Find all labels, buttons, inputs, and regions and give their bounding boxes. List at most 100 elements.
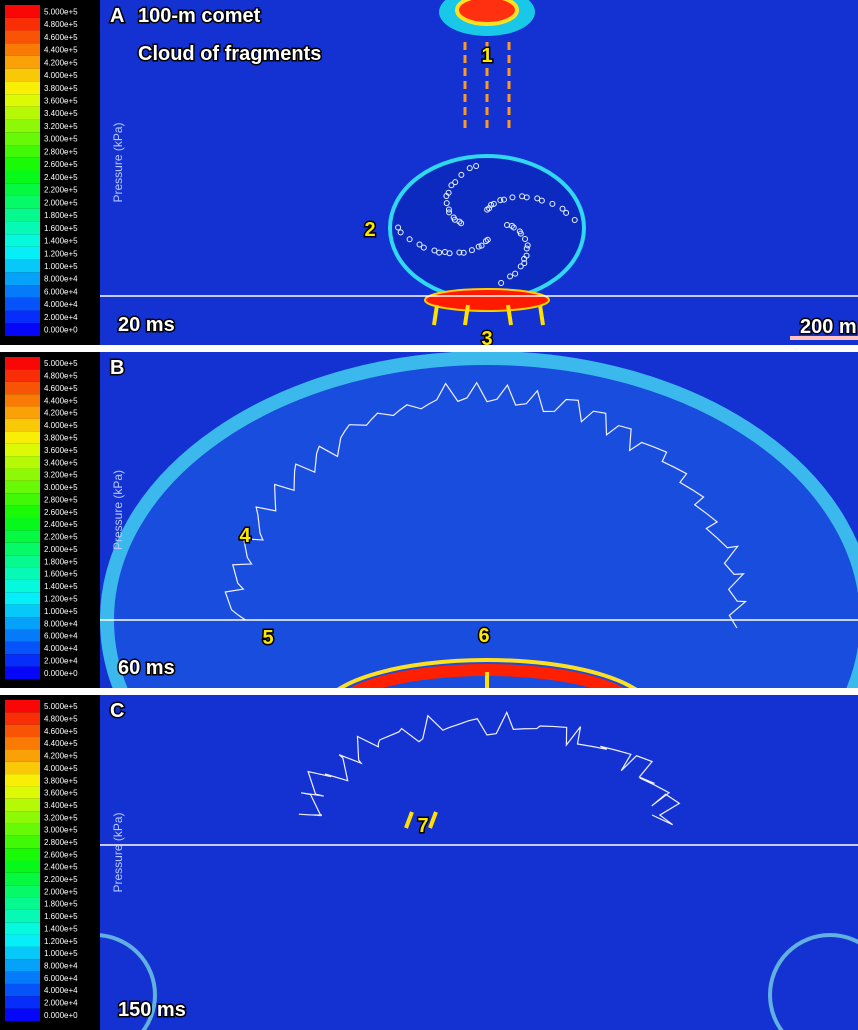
colorbar-swatch: [5, 737, 40, 750]
colorbar-swatch: [5, 132, 40, 146]
fragment: [517, 263, 524, 270]
colorbar-swatch: [5, 480, 40, 494]
colorbar-label: 3.200e+5: [44, 122, 78, 131]
colorbar-label: 3.400e+5: [44, 801, 78, 810]
fragment: [452, 179, 459, 186]
fragment: [468, 247, 475, 254]
colorbar-label: 3.000e+5: [44, 135, 78, 144]
colorbar-swatch: [5, 629, 40, 642]
colorbar-swatch: [5, 922, 40, 935]
colorbar-swatch: [5, 860, 40, 873]
fragment: [466, 165, 473, 172]
colorbar-swatch: [5, 468, 40, 481]
colorbar-swatch: [5, 119, 40, 133]
colorbar-label: 4.800e+5: [44, 715, 78, 724]
colorbar-swatch: [5, 579, 40, 593]
colorbar-swatch: [5, 310, 40, 324]
fragment: [475, 243, 482, 250]
colorbar-swatch: [5, 30, 40, 44]
colorbar-label: 3.800e+5: [44, 84, 78, 93]
reflected-shock: [349, 664, 625, 688]
fragment: [508, 222, 515, 229]
colorbar-label: 3.800e+5: [44, 776, 78, 785]
contour: [298, 710, 681, 826]
colorbar-label: 4.000e+5: [44, 71, 78, 80]
panel: 5.000e+5 4.800e+5 4.600e+5 4.400e+5 4.200e+5…: [0, 695, 858, 1030]
panel-label: C: [110, 700, 124, 722]
fragment: [538, 197, 545, 204]
colorbar-swatch: [5, 774, 40, 787]
colorbar-swatch: [5, 567, 40, 580]
colorbar-label: 2.000e+5: [44, 545, 78, 554]
arrow: [432, 304, 439, 326]
fragment: [523, 245, 530, 252]
fragment: [571, 216, 578, 223]
fragment: [484, 206, 491, 213]
colorbar-label: 2.800e+5: [44, 495, 78, 504]
contour: [224, 381, 748, 629]
colorbar-label: 8.000e+4: [44, 275, 78, 284]
panel-label: B: [110, 357, 124, 379]
colorbar-label: 3.200e+5: [44, 813, 78, 822]
colorbar-swatch: [5, 55, 40, 69]
colorbar-label: 4.000e+4: [44, 300, 78, 309]
colorbar-label: 0.000e+0: [44, 1011, 78, 1020]
colorbar-label: 6.000e+4: [44, 974, 78, 983]
colorbar-swatch: [5, 848, 40, 861]
fragment: [490, 200, 497, 207]
fragment: [509, 194, 516, 201]
arrow: [538, 304, 545, 326]
colorbar-swatch: [5, 724, 40, 738]
colorbar-swatch: [5, 170, 40, 184]
colorbar-label: 1.200e+5: [44, 249, 78, 258]
colorbar-swatch: [5, 297, 40, 311]
colorbar-label: 4.600e+5: [44, 384, 78, 393]
colorbar-label: 1.400e+5: [44, 582, 78, 591]
fragment: [507, 273, 514, 280]
fragment-cloud: [388, 154, 586, 302]
marker-number: 3: [481, 328, 492, 350]
colorbar-label: 3.400e+5: [44, 109, 78, 118]
colorbar-swatch: [5, 221, 40, 235]
fragment: [549, 200, 556, 207]
colorbar-swatch: [5, 749, 40, 762]
colorbar-swatch: [5, 555, 40, 568]
fragment: [397, 229, 404, 236]
simulation-background: [100, 695, 858, 1030]
colorbar-label: 1.400e+5: [44, 237, 78, 246]
colorbar-label: 8.000e+4: [44, 961, 78, 970]
colorbar-label: 1.000e+5: [44, 949, 78, 958]
colorbar-label: 0.000e+0: [44, 669, 78, 678]
colorbar-swatch: [5, 505, 40, 518]
marker-number: 2: [364, 219, 375, 241]
panel-subtitle: Cloud of fragments: [138, 43, 321, 65]
fragment: [478, 242, 485, 249]
fragment: [512, 270, 519, 277]
colorbar-swatch: [5, 700, 40, 713]
colorbar-label: 4.000e+4: [44, 644, 78, 653]
colorbar-label: 4.400e+5: [44, 46, 78, 55]
arrow: [463, 304, 470, 326]
fragment: [516, 228, 523, 235]
colorbar-swatch: [5, 493, 40, 506]
colorbar-label: 2.400e+5: [44, 173, 78, 182]
colorbar-label: 3.600e+5: [44, 446, 78, 455]
marker-number: 4: [239, 525, 251, 547]
colorbar-swatch: [5, 592, 40, 605]
colorbar-swatch: [5, 885, 40, 898]
colorbar-label: 4.600e+5: [44, 727, 78, 736]
colorbar-label: 2.200e+5: [44, 875, 78, 884]
colorbar-label: 2.000e+4: [44, 313, 78, 322]
colorbar-swatch: [5, 542, 40, 556]
colorbar-swatch: [5, 183, 40, 196]
colorbar-label: 2.000e+4: [44, 998, 78, 1007]
colorbar-label: 3.600e+5: [44, 789, 78, 798]
colorbar-swatch: [5, 246, 40, 260]
colorbar-label: 3.200e+5: [44, 471, 78, 480]
colorbar-swatch: [5, 208, 40, 222]
colorbar-swatch: [5, 823, 40, 836]
colorbar-swatch: [5, 81, 40, 95]
fragment: [443, 193, 450, 200]
fragment: [521, 260, 528, 267]
